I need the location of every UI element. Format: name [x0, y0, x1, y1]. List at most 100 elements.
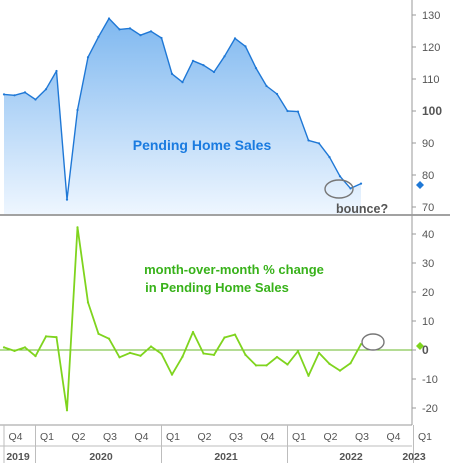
- x-quarter-label: Q3: [355, 431, 369, 443]
- pending-sales-point: [317, 142, 321, 145]
- pending-sales-point: [359, 182, 363, 185]
- x-year-label: 2021: [214, 451, 238, 463]
- x-quarter-label: Q3: [103, 431, 117, 443]
- x-year-label: 2019: [6, 451, 30, 463]
- x-quarter-label: Q1: [292, 431, 306, 443]
- pending-sales-point: [65, 198, 69, 201]
- pending-sales-point: [97, 35, 100, 38]
- pending-sales-point: [307, 139, 310, 142]
- mom-change-point: [149, 345, 153, 348]
- mom-change-point: [76, 226, 79, 229]
- x-quarter-label: Q4: [134, 431, 148, 443]
- bounce-callout-label: bounce?: [336, 202, 388, 216]
- bottom-ytick-label: 20: [422, 287, 434, 299]
- bottom-ytick-label: 40: [422, 229, 434, 241]
- mom-change-point: [13, 349, 16, 352]
- pending-sales-point: [44, 88, 48, 91]
- mom-change-point: [107, 337, 111, 340]
- mom-change-point: [265, 364, 268, 367]
- mom-change-line: [3, 226, 362, 412]
- pending-sales-point: [265, 84, 268, 88]
- pending-sales-point: [107, 17, 111, 20]
- pending-sales-point: [191, 59, 195, 62]
- bottom-ytick-label: -20: [422, 403, 438, 415]
- pending-sales-point: [286, 109, 289, 113]
- bottom-ytick-label: 30: [422, 258, 434, 270]
- pending-sales-point: [86, 56, 90, 59]
- x-quarter-label: Q1: [166, 431, 180, 443]
- mom-change-point: [233, 333, 237, 336]
- pending-sales-point: [275, 92, 279, 96]
- mom-change-point: [296, 350, 300, 353]
- top-ytick-label: 100: [422, 104, 442, 118]
- mom-change-point: [202, 352, 205, 355]
- pending-sales-point: [181, 81, 184, 84]
- top-ytick-label: 80: [422, 170, 434, 182]
- pending-sales-point: [296, 110, 300, 113]
- mom-change-point: [97, 332, 100, 335]
- pending-sales-point: [55, 69, 58, 73]
- mom-change-point: [128, 351, 132, 354]
- mom-change-point: [223, 336, 226, 339]
- mom-change-point: [338, 369, 342, 372]
- pending-sales-point: [170, 72, 174, 75]
- pending-sales-point: [244, 45, 247, 48]
- pending-sales-point: [23, 91, 27, 94]
- mom-change-point: [212, 353, 216, 356]
- mom-change-point: [349, 362, 352, 365]
- pending-sales-point: [328, 156, 331, 159]
- x-year-label: 2020: [89, 451, 113, 463]
- top-annotation: Pending Home Sales: [133, 137, 272, 153]
- pending-sales-point: [13, 94, 16, 97]
- pending-sales-point: [2, 93, 6, 96]
- pending-sales-point: [76, 108, 79, 112]
- bottom-annotation-line-2: in Pending Home Sales: [145, 280, 289, 295]
- top-last-value-marker: [416, 181, 424, 189]
- mom-change-point: [160, 352, 163, 355]
- mom-change-point: [118, 356, 121, 359]
- pending-sales-point: [233, 37, 237, 40]
- bottom-ytick-label: -10: [422, 374, 438, 386]
- mom-change-point: [44, 335, 48, 338]
- top-ytick-label: 110: [422, 74, 440, 86]
- x-axis: Q4Q1Q2Q3Q4Q1Q2Q3Q4Q1Q2Q3Q4Q1Q22019202020…: [3, 425, 450, 463]
- pending-sales-point: [149, 30, 153, 33]
- pending-sales-point: [212, 70, 216, 74]
- x-quarter-label: Q3: [229, 431, 243, 443]
- pending-sales-point: [254, 67, 258, 70]
- x-quarter-label: Q2: [71, 431, 85, 443]
- top-panel: 70 80 90 100 110 120 130 Pending Home Sales bo…: [2, 10, 442, 216]
- pending-sales-point: [139, 34, 142, 37]
- bottom-last-value-marker: [416, 342, 424, 350]
- x-year-label: 2022: [339, 451, 363, 463]
- bottom-ytick-label: 10: [422, 316, 434, 328]
- mom-change-point: [286, 363, 289, 366]
- x-quarter-label: Q4: [260, 431, 274, 443]
- mom-change-point: [55, 336, 58, 339]
- x-quarter-label: Q2: [197, 431, 211, 443]
- mom-change-point: [181, 355, 184, 358]
- pending-sales-point: [338, 175, 342, 178]
- pending-sales-point: [160, 36, 163, 40]
- x-quarter-label: Q1: [40, 431, 54, 443]
- pending-sales-point: [202, 64, 205, 67]
- bottom-ytick-label: 0: [422, 343, 429, 357]
- pending-sales-point: [34, 98, 37, 101]
- mom-change-point: [2, 346, 6, 349]
- top-ytick-label: 90: [422, 138, 434, 150]
- pending-sales-point: [349, 187, 352, 190]
- x-quarter-label: Q1: [418, 431, 432, 443]
- mom-change-point: [34, 355, 37, 358]
- pending-sales-point: [128, 27, 132, 30]
- mom-change-point: [244, 353, 247, 356]
- mom-change-point: [307, 374, 310, 377]
- mom-change-point: [328, 362, 331, 365]
- mom-change-point: [254, 364, 258, 367]
- bottom-annotation-line-1: month-over-month % change: [144, 262, 324, 277]
- mom-change-point: [317, 351, 321, 354]
- mom-change-point: [86, 301, 90, 304]
- mom-change-point: [65, 409, 69, 412]
- mom-change-point: [139, 354, 142, 357]
- x-quarter-label: Q2: [323, 431, 337, 443]
